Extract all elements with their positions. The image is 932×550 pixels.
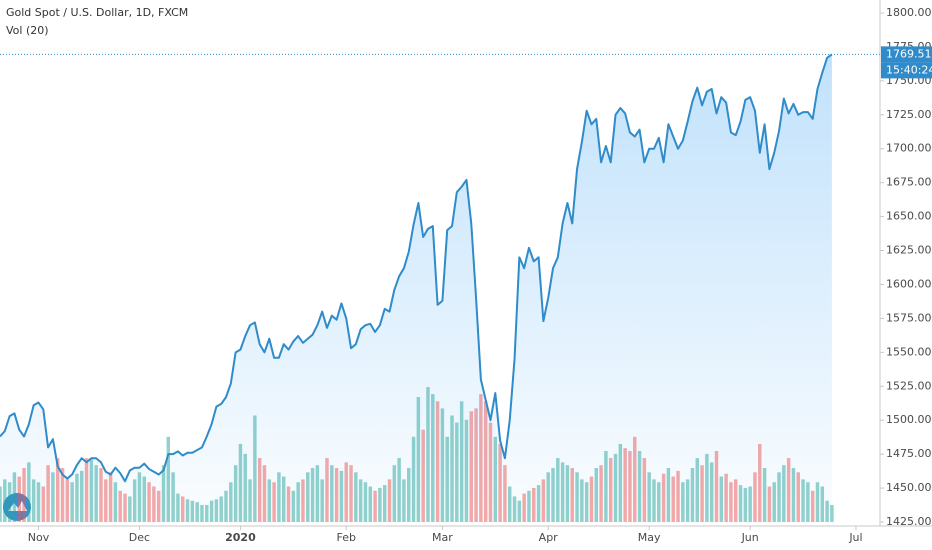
x-tick-label: 2020: [225, 531, 256, 544]
last-price-tag: [881, 46, 932, 63]
y-tick-label: 1625.00: [886, 244, 932, 257]
price-line: [0, 53, 833, 483]
x-tick-label: May: [638, 531, 661, 544]
countdown-tag: [881, 62, 932, 79]
last-price-label: 1769.51: [886, 47, 932, 60]
y-tick-label: 1450.00: [886, 481, 932, 494]
price-area: [0, 54, 832, 522]
x-tick-label: Apr: [539, 531, 559, 544]
x-tick-label: Nov: [28, 531, 50, 544]
y-tick-label: 1475.00: [886, 447, 932, 460]
volume-legend: Vol (20): [6, 24, 49, 37]
countdown-label: 15:40:24: [886, 63, 932, 76]
y-tick-label: 1725.00: [886, 108, 932, 121]
y-tick-label: 1650.00: [886, 210, 932, 223]
y-tick-label: 1500.00: [886, 413, 932, 426]
y-tick-label: 1525.00: [886, 379, 932, 392]
y-tick-label: 1700.00: [886, 142, 932, 155]
y-tick-label: 1675.00: [886, 176, 932, 189]
x-tick-label: Dec: [129, 531, 150, 544]
y-tick-label: 1600.00: [886, 277, 932, 290]
x-tick-label: Feb: [336, 531, 355, 544]
y-tick-label: 1425.00: [886, 515, 932, 528]
chart-title: Gold Spot / U.S. Dollar, 1D, FXCM: [6, 6, 188, 19]
y-tick-label: 1550.00: [886, 345, 932, 358]
y-tick-label: 1800.00: [886, 6, 932, 19]
x-tick-label: Jul: [848, 531, 862, 544]
x-tick-label: Mar: [432, 531, 453, 544]
x-tick-label: Jun: [741, 531, 759, 544]
y-tick-label: 1575.00: [886, 311, 932, 324]
